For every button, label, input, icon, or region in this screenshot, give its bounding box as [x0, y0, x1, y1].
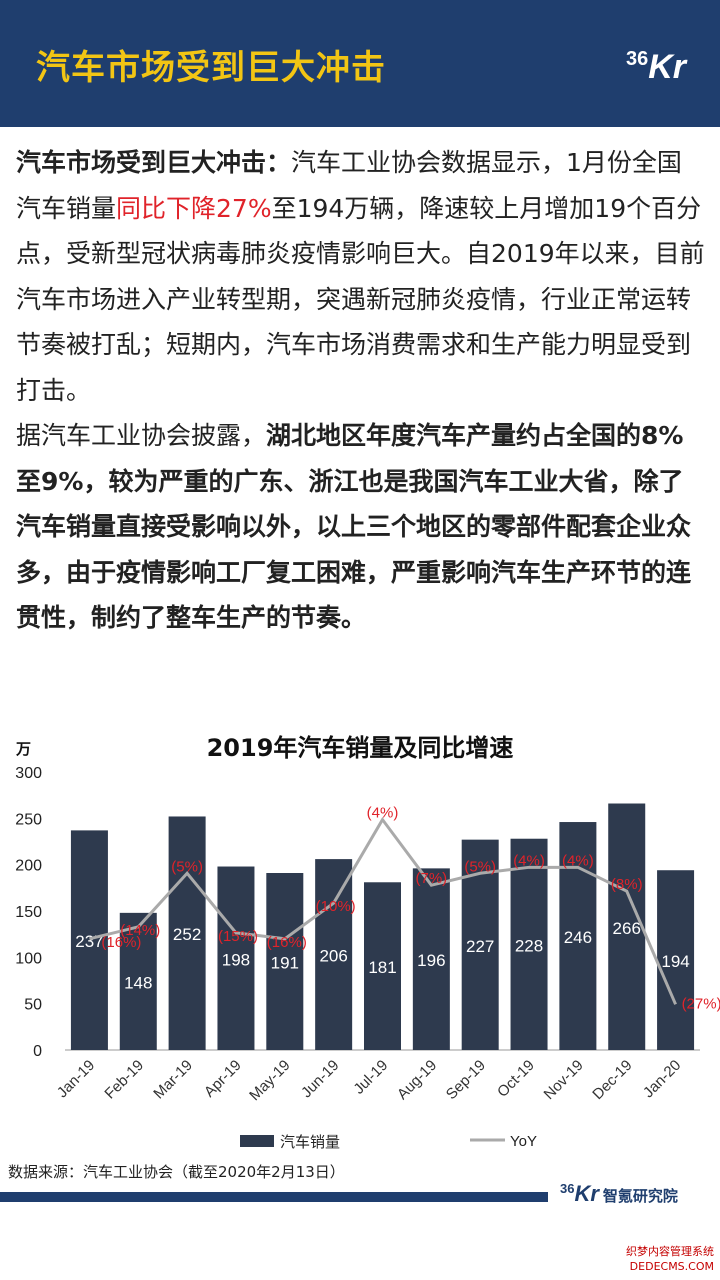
bar — [412, 868, 450, 1050]
data-source: 数据来源：汽车工业协会（截至2020年2月13日） — [8, 1163, 345, 1181]
bar — [657, 870, 695, 1050]
bar — [364, 882, 401, 1050]
bar — [70, 830, 108, 1050]
p2-text-a: 据汽车工业协会披露， — [16, 421, 267, 450]
y-tick-label: 100 — [15, 950, 42, 967]
yoy-data-label: (27%) — [682, 995, 720, 1012]
bar — [217, 866, 255, 1050]
x-tick-label: Feb-19 — [101, 1057, 147, 1103]
x-tick-label: Jan-20 — [640, 1057, 684, 1101]
yoy-line — [89, 816, 677, 1005]
logo-kr: Kr — [648, 48, 686, 86]
bar-value-label: 181 — [368, 958, 396, 977]
bar-value-label: 252 — [173, 925, 201, 944]
bar-value-label: 227 — [466, 937, 494, 956]
bar-value-label: 191 — [271, 954, 299, 973]
bar-value-label: 266 — [613, 919, 641, 938]
bar — [608, 803, 646, 1050]
article-body: 汽车市场受到巨大冲击：汽车工业协会数据显示，1月份全国汽车销量同比下降27%至1… — [16, 140, 706, 641]
yoy-data-label: (16%) — [101, 934, 141, 951]
watermark-line2: DEDECMS.COM — [629, 1260, 714, 1273]
y-axis-unit: 万 — [15, 740, 31, 758]
yoy-data-label: (8%) — [611, 876, 643, 893]
legend-bar-swatch — [240, 1135, 274, 1147]
legend-line-label: YoY — [510, 1133, 537, 1150]
x-tick-label: Apr-19 — [201, 1057, 245, 1101]
yoy-data-label: (15%) — [218, 928, 258, 945]
paragraph-2: 据汽车工业协会披露，湖北地区年度汽车产量约占全国的8%至9%，较为严重的广东、浙… — [16, 413, 706, 641]
bar — [119, 912, 157, 1050]
yoy-data-label: (5%) — [171, 858, 203, 875]
yoy-data-label: (4%) — [562, 852, 594, 869]
paragraph-1: 汽车市场受到巨大冲击：汽车工业协会数据显示，1月份全国汽车销量同比下降27%至1… — [16, 140, 706, 413]
y-tick-label: 250 — [15, 811, 42, 828]
bar-value-label: 198 — [222, 950, 250, 969]
x-tick-label: Mar-19 — [150, 1057, 196, 1103]
bar — [168, 816, 206, 1050]
sales-chart: 2019年汽车销量及同比增速万050100150200250300237Jan-… — [15, 734, 720, 1151]
x-tick-label: May-19 — [246, 1057, 293, 1104]
p2-bold-text: 湖北地区年度汽车产量约占全国的8%至9%，较为严重的广东、浙江也是我国汽车工业大… — [16, 421, 692, 632]
yoy-data-label: (4%) — [513, 852, 545, 869]
x-tick-label: Aug-19 — [394, 1057, 440, 1103]
header-bar: 汽车市场受到巨大冲击 36Kr — [0, 0, 720, 127]
x-tick-label: Jun-19 — [298, 1057, 342, 1101]
legend-bar-label: 汽车销量 — [280, 1133, 340, 1151]
watermark: 织梦内容管理系统 DEDECMS.COM — [626, 1244, 714, 1274]
x-tick-label: Sep-19 — [443, 1057, 489, 1103]
footer-logo: 36Kr 智氪研究院 — [560, 1181, 678, 1207]
bar-value-label: 206 — [319, 947, 347, 966]
bar — [559, 822, 597, 1050]
y-tick-label: 50 — [24, 997, 42, 1014]
x-tick-label: Jul-19 — [350, 1057, 391, 1098]
x-tick-label: Oct-19 — [494, 1057, 538, 1101]
x-tick-label: Dec-19 — [589, 1057, 635, 1103]
lead-heading: 汽车市场受到巨大冲击： — [16, 148, 292, 177]
bar-value-label: 148 — [124, 973, 152, 992]
bar — [266, 873, 304, 1050]
footer-logo-text: 智氪研究院 — [602, 1187, 678, 1205]
y-tick-label: 0 — [33, 1043, 42, 1060]
y-tick-label: 200 — [15, 858, 42, 875]
header-title: 汽车市场受到巨大冲击 — [36, 48, 386, 88]
highlight-decline: 同比下降27% — [116, 193, 272, 223]
logo-number: 36 — [625, 48, 649, 70]
yoy-data-label: (7%) — [416, 870, 448, 887]
y-tick-label: 150 — [15, 904, 42, 921]
yoy-data-label: (14%) — [120, 922, 160, 939]
footer-logo-kr: Kr — [574, 1181, 599, 1206]
p1-text-b: 至194万辆，降速较上月增加19个百分点，受新型冠状病毒肺炎疫情影响巨大。自20… — [16, 193, 705, 405]
x-tick-label: Nov-19 — [540, 1057, 586, 1103]
watermark-line1: 织梦内容管理系统 — [626, 1245, 714, 1258]
yoy-data-label: (5%) — [464, 858, 496, 875]
yoy-data-label: (10%) — [316, 898, 356, 915]
bar — [315, 859, 353, 1050]
y-tick-label: 300 — [15, 765, 42, 782]
p1-text-a: 汽车工业协会数据显示，1月份全国汽车销量 — [16, 148, 682, 223]
bar-value-label: 228 — [515, 936, 543, 955]
footer-bar — [0, 1192, 548, 1202]
36kr-logo: 36Kr — [626, 48, 686, 87]
footer-logo-number: 36 — [560, 1181, 575, 1196]
bar-value-label: 196 — [417, 951, 445, 970]
yoy-data-label: (4%) — [367, 805, 399, 822]
x-tick-label: Jan-19 — [54, 1057, 98, 1101]
bar-value-label: 246 — [564, 928, 592, 947]
yoy-data-label: (16%) — [267, 934, 307, 951]
chart-title: 2019年汽车销量及同比增速 — [207, 734, 514, 762]
bar — [510, 838, 548, 1050]
bar-value-label: 194 — [661, 952, 689, 971]
